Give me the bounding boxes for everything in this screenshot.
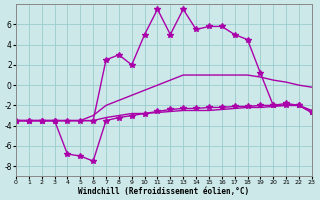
- X-axis label: Windchill (Refroidissement éolien,°C): Windchill (Refroidissement éolien,°C): [78, 187, 250, 196]
